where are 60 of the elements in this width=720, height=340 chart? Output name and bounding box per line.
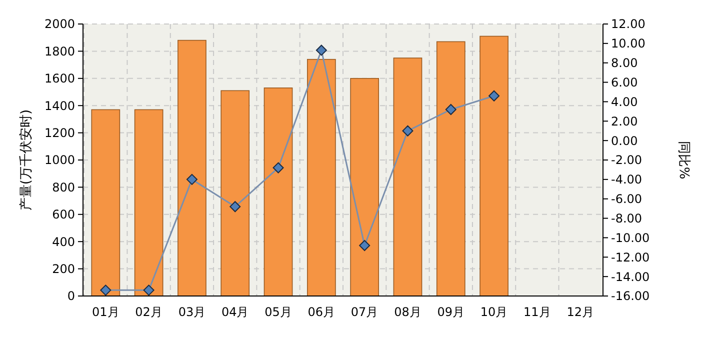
y-tick-label: 400 xyxy=(52,234,75,249)
bar xyxy=(264,88,293,296)
bar xyxy=(91,109,120,296)
y2-tick-label: -4.00 xyxy=(611,172,642,187)
bar xyxy=(436,41,466,296)
point xyxy=(445,104,456,115)
y-tick-label: 600 xyxy=(52,208,75,222)
point xyxy=(143,284,154,296)
y-tick-label: 2000 xyxy=(44,17,75,32)
bar xyxy=(350,78,379,296)
point xyxy=(316,44,327,56)
point xyxy=(186,174,198,185)
y2-tick-label: 0.00 xyxy=(611,134,638,148)
x-tick-label: 02月 xyxy=(135,305,162,319)
y2-tick-label: -6.00 xyxy=(611,192,642,206)
x-tick-label: 04月 xyxy=(221,305,249,319)
bar xyxy=(220,90,250,296)
x-tick-label: 11月 xyxy=(524,305,551,319)
y-tick-label: 0 xyxy=(67,289,75,304)
x-tick-label: 10月 xyxy=(480,305,508,319)
y-tick-label: 200 xyxy=(52,262,75,276)
y2-tick-label: -2.00 xyxy=(611,153,642,168)
y2-tick-label: 8.00 xyxy=(611,56,638,70)
x-tick-label: 12月 xyxy=(566,305,594,319)
y2-axis-title: 同比% xyxy=(676,140,691,180)
bar xyxy=(178,40,206,296)
y-axis-title: 产量(万千伏安时) xyxy=(18,109,34,211)
y-tick-label: 800 xyxy=(52,180,75,194)
y2-tick-label: -16.00 xyxy=(611,289,650,304)
y-tick-label: 1200 xyxy=(44,126,75,140)
x-tick-label: 06月 xyxy=(308,305,336,319)
y2-tick-label: -10.00 xyxy=(611,230,650,245)
y-tick-label: 1400 xyxy=(44,98,75,113)
y-tick-label: 1600 xyxy=(44,72,75,86)
x-tick-label: 07月 xyxy=(350,305,378,319)
y2-tick-label: 4.00 xyxy=(611,94,638,109)
y2-tick-label: 10.00 xyxy=(611,36,646,51)
y-tick-label: 1800 xyxy=(44,44,75,58)
y2-tick-label: 2.00 xyxy=(611,114,638,128)
x-tick-label: 05月 xyxy=(264,305,292,319)
bar xyxy=(307,58,336,296)
point xyxy=(488,90,500,102)
point xyxy=(100,284,112,296)
x-tick-label: 01月 xyxy=(92,305,120,319)
y2-tick-label: 6.00 xyxy=(611,75,638,90)
point xyxy=(359,240,370,251)
x-tick-label: 09月 xyxy=(437,305,465,319)
point xyxy=(230,201,241,212)
y2-tick-label: -8.00 xyxy=(611,211,642,226)
y2-tick-label: -14.00 xyxy=(611,270,650,284)
y2-tick-label: 12.00 xyxy=(611,17,646,32)
point xyxy=(272,162,284,174)
x-tick-label: 08月 xyxy=(394,305,422,319)
point xyxy=(402,125,414,136)
bar xyxy=(480,36,508,296)
bar xyxy=(134,109,164,296)
y2-tick-label: -12.00 xyxy=(611,250,650,264)
y-tick-label: 1000 xyxy=(44,153,75,168)
x-tick-label: 03月 xyxy=(178,305,206,319)
bar xyxy=(393,58,422,296)
